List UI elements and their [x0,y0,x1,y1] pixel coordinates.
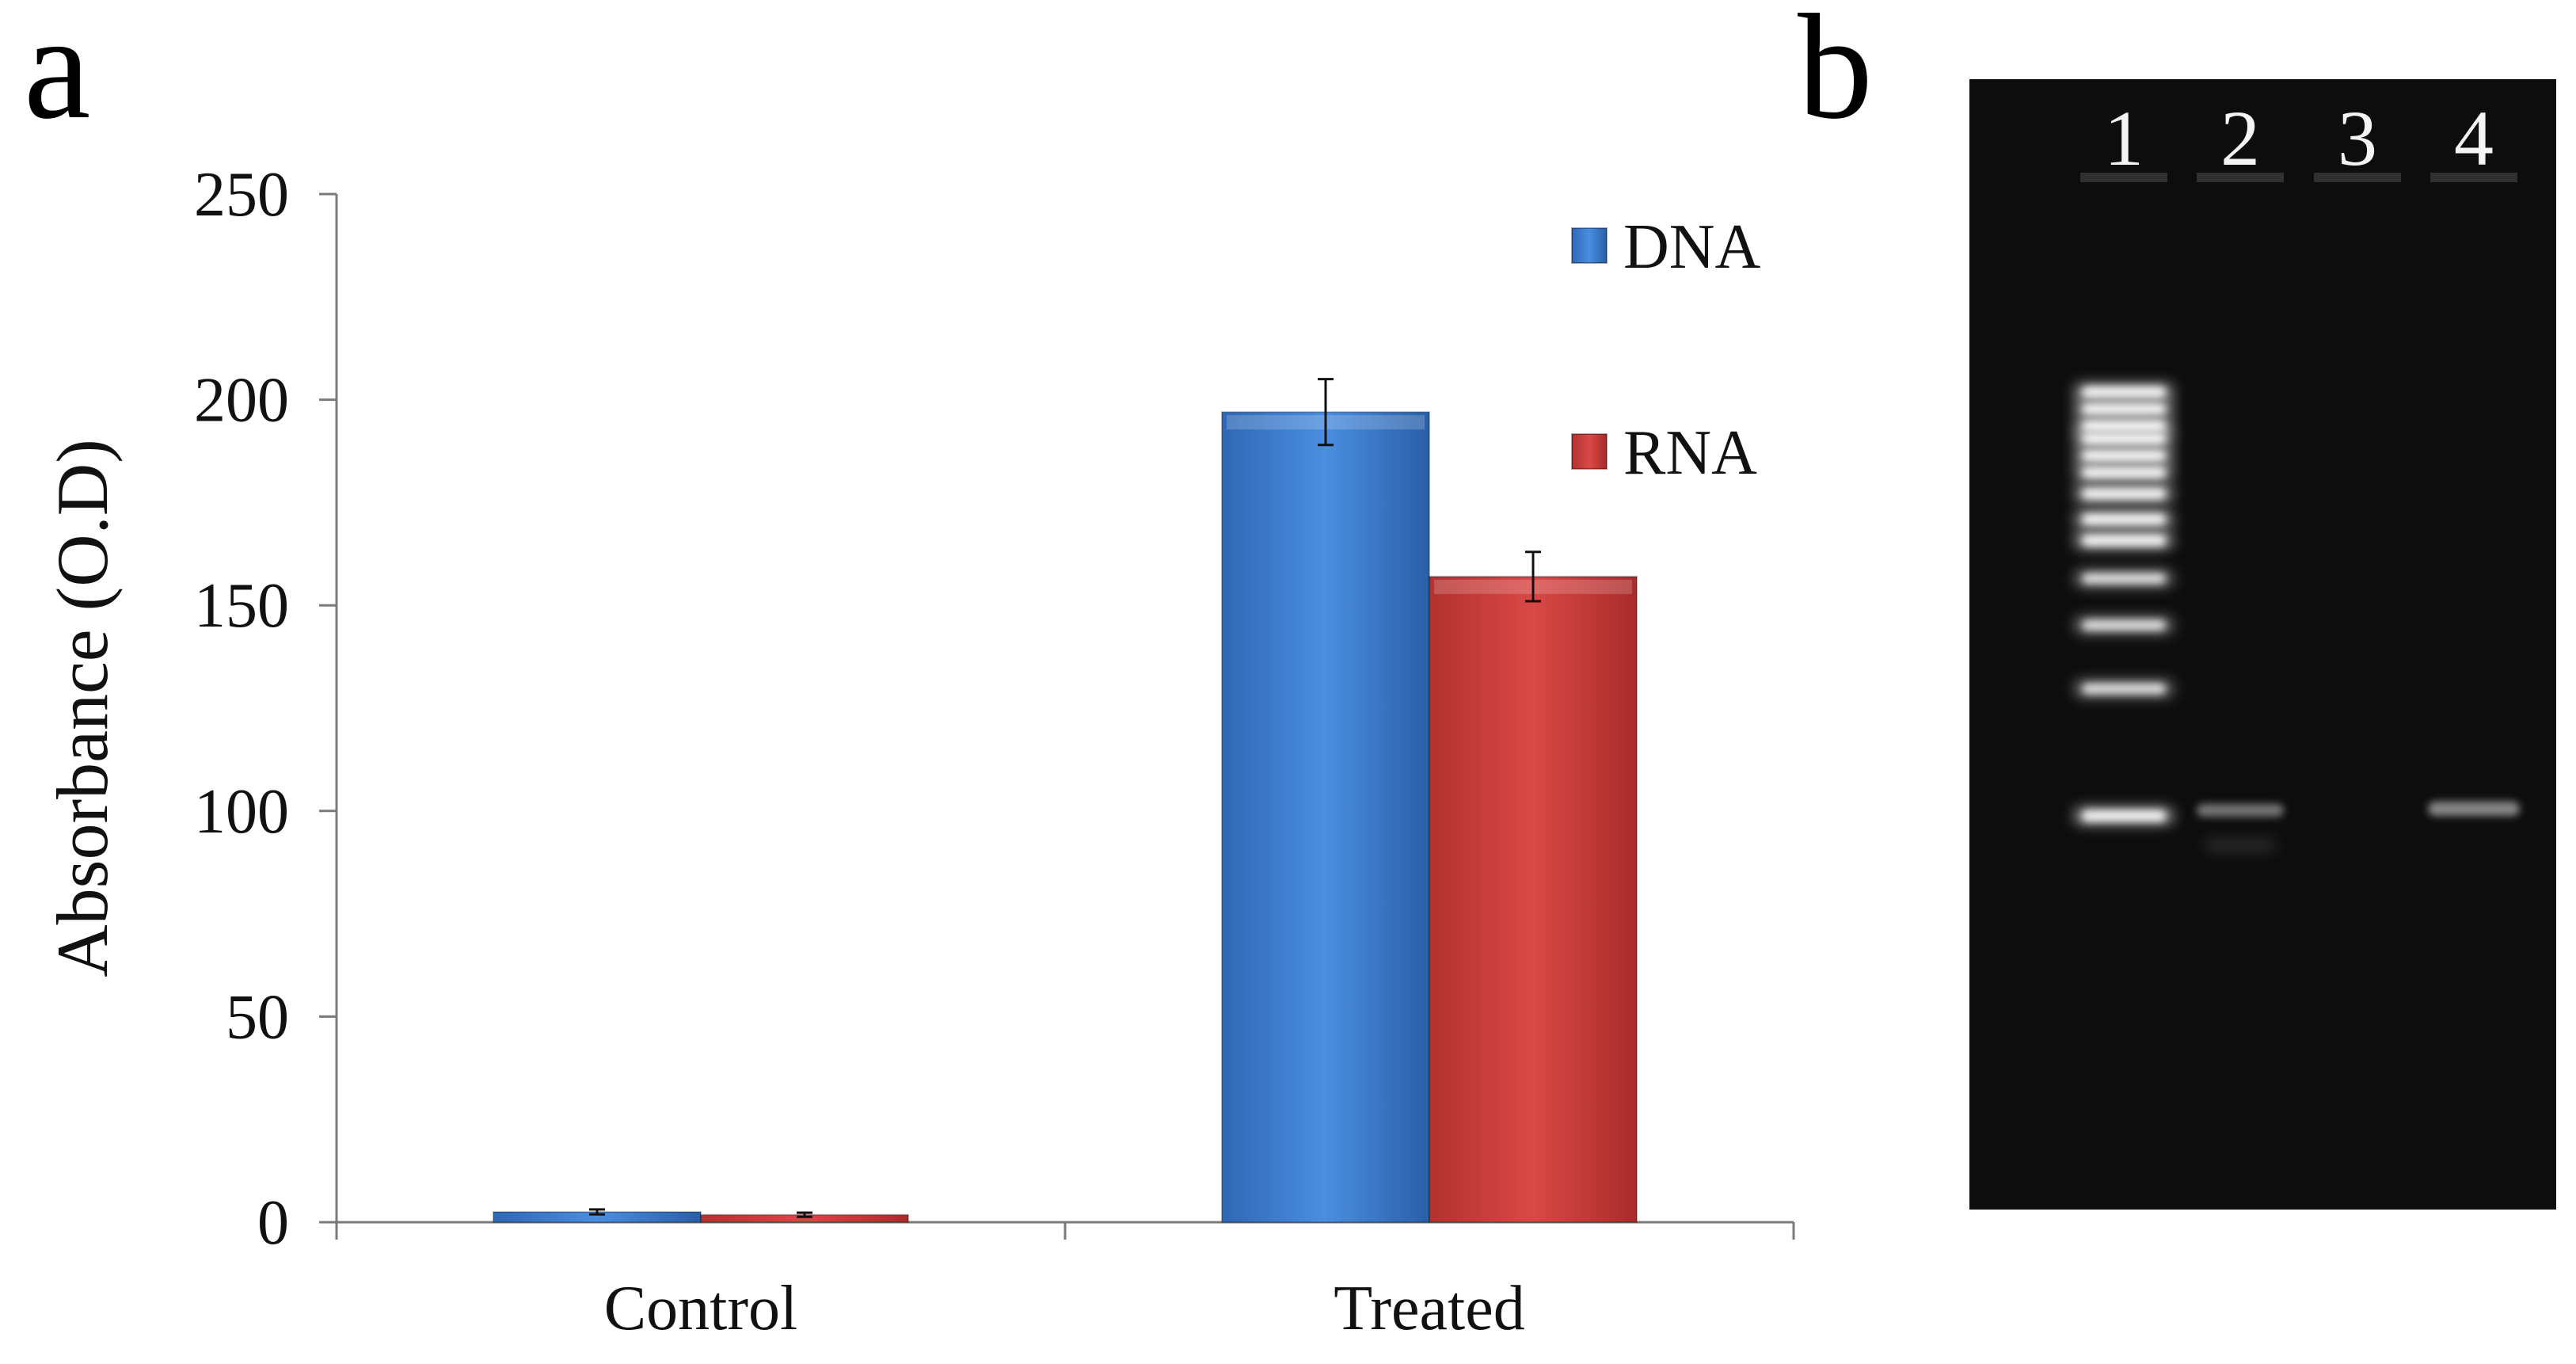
ladder-band [2083,811,2165,821]
legend-label-dna: DNA [1623,212,1761,282]
ladder-band [2083,467,2165,478]
band-lane-2-faint [2205,840,2276,851]
legend-label-rna: RNA [1623,418,1757,488]
y-tick-label: 250 [194,160,289,230]
ladder-band [2083,387,2165,397]
y-axis-title: Absorbance (O.D) [42,439,123,977]
band-lane-2 [2197,804,2284,817]
y-tick-label: 50 [226,982,289,1052]
ladder-band [2083,535,2165,546]
ladder-band [2083,451,2165,461]
lane-label-1: 1 [2104,94,2144,182]
ladder-band [2083,684,2165,694]
ladder-band [2083,433,2165,444]
y-tick-label: 100 [194,777,289,847]
y-tick-label: 0 [257,1188,289,1258]
ladder-band [2083,620,2165,631]
ladder-band [2083,404,2165,414]
bar-rna-treated [1429,575,1638,1223]
y-tick-label: 200 [194,366,289,436]
ladder-band [2083,421,2165,431]
panel-label-b: b [1798,0,1873,150]
axis-labels: Control Treated Absorbance (O.D) [42,439,1525,1343]
x-tick-label: Treated [1334,1274,1524,1343]
ladder-band [2083,514,2165,524]
x-tick-label: Control [604,1274,797,1343]
gel-well [2430,173,2517,182]
lane-label-4: 4 [2454,94,2494,182]
gel-well [2197,173,2284,182]
axes: 0 50 100 150 200 250 [194,160,1795,1258]
bar-dna-treated [1221,411,1430,1223]
panel-label-a: a [24,0,91,150]
lane-label-3: 3 [2338,94,2377,182]
legend: DNA RNA [1571,212,1761,488]
bars [493,378,1638,1224]
legend-swatch-rna [1571,433,1608,470]
y-tick-label: 150 [194,571,289,641]
ladder-band [2083,573,2165,584]
bar-chart: 0 50 100 150 200 250 Control Treated Absorbance… [42,160,1795,1343]
lane-label-2: 2 [2220,94,2260,182]
band-lane-4 [2428,802,2520,816]
gel-well [2080,173,2167,182]
ladder-band [2083,489,2165,499]
gel-well [2314,173,2401,182]
legend-swatch-dna [1571,227,1608,264]
